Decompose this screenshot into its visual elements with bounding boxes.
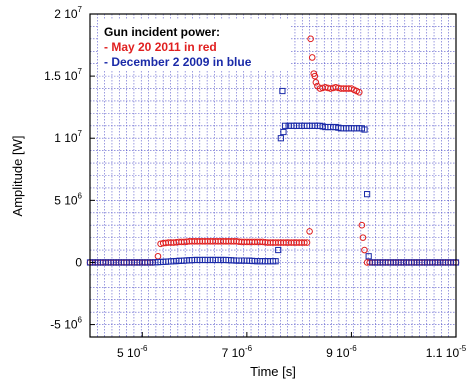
x-tick-label: 5 10-6 <box>117 344 148 360</box>
data-point <box>361 246 368 254</box>
y-tick-label: 1 107 <box>54 129 82 145</box>
x-axis-label: Time [s] <box>250 364 296 379</box>
data-point <box>306 228 313 235</box>
data-point <box>312 79 320 86</box>
legend: Gun incident power: - May 20 2011 in red… <box>99 20 291 70</box>
y-tick-label: -5 106 <box>50 316 82 332</box>
y-tick-label: 0 <box>75 255 82 269</box>
series-blue <box>86 87 460 266</box>
y-tick-label: 1.5 107 <box>44 67 82 83</box>
data-point <box>280 128 287 136</box>
data-point <box>364 191 371 198</box>
y-axis-label: Amplitude [W] <box>10 136 25 217</box>
legend-background <box>99 20 291 70</box>
data-point <box>303 239 311 246</box>
y-tick-label: 5 106 <box>54 191 82 207</box>
data-point <box>361 126 368 133</box>
x-tick-label: 7 10-6 <box>222 344 253 360</box>
data-point <box>279 87 286 95</box>
data-point <box>301 239 308 246</box>
data-point <box>358 221 366 229</box>
data-point <box>355 88 363 96</box>
legend-entry-red: - May 20 2011 in red <box>104 40 217 54</box>
series-layer <box>86 35 460 266</box>
legend-heading: Gun incident power: <box>104 25 220 39</box>
data-point <box>307 35 314 43</box>
y-tick-label: 2 107 <box>54 5 82 21</box>
data-point <box>311 72 319 80</box>
data-point <box>359 234 367 241</box>
data-point <box>275 246 282 254</box>
data-point <box>365 253 372 260</box>
data-point <box>277 135 284 142</box>
data-point <box>272 258 279 265</box>
tick-labels: 5 10-6 7 10-6 9 10-6 1.1 10-5 2 107 1.5 107 1 … <box>44 5 467 360</box>
x-tick-label: 1.1 10-5 <box>426 344 467 360</box>
data-point <box>308 54 316 61</box>
legend-entry-blue: - December 2 2009 in blue <box>104 55 252 69</box>
x-tick-label: 9 10-6 <box>326 344 357 360</box>
data-point <box>281 122 289 129</box>
plot-frame <box>89 13 457 338</box>
